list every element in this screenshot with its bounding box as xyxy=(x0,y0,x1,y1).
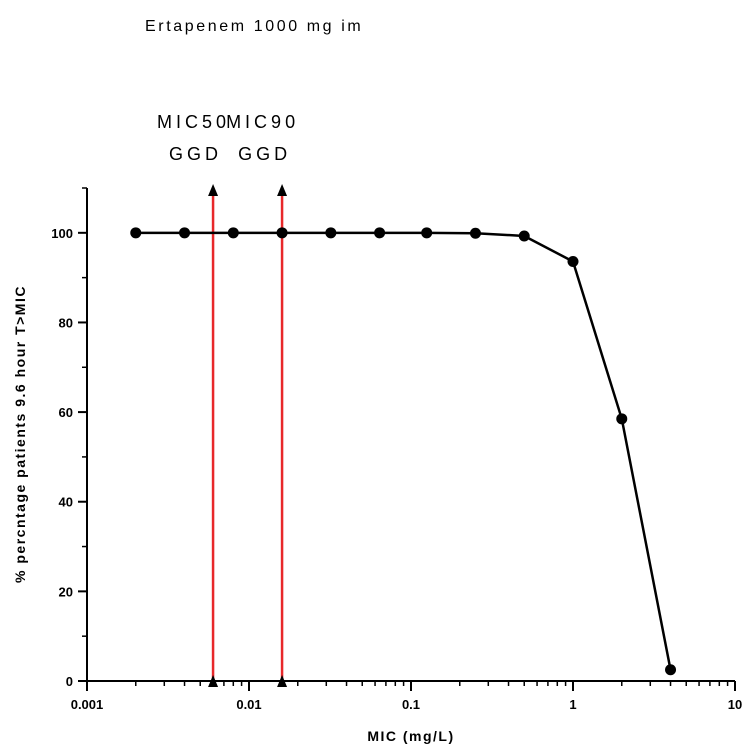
data-point xyxy=(374,227,386,239)
data-point xyxy=(665,664,677,676)
y-tick-label: 20 xyxy=(59,584,73,599)
data-point xyxy=(567,256,579,268)
x-tick-label: 0.001 xyxy=(71,697,104,712)
data-point xyxy=(227,227,239,239)
data-point xyxy=(130,227,142,239)
mic-marker-label-line2: GGD xyxy=(238,144,291,164)
y-tick-label: 60 xyxy=(59,405,73,420)
x-axis-label: MIC (mg/L) xyxy=(367,728,454,744)
y-tick-label: 0 xyxy=(66,674,73,689)
data-point xyxy=(179,227,191,239)
x-tick-label: 0.1 xyxy=(402,697,420,712)
y-ticks: 0 20 40 60 80 100 xyxy=(51,187,87,689)
x-tick-label: 10 xyxy=(728,697,742,712)
chart-title: Ertapenem 1000 mg im xyxy=(145,18,363,35)
y-tick-label: 80 xyxy=(59,315,73,330)
data-point xyxy=(421,227,433,239)
x-tick-label: 1 xyxy=(569,697,576,712)
series-line xyxy=(135,231,672,671)
x-tick-label: 0.01 xyxy=(236,697,261,712)
data-point xyxy=(518,230,530,242)
series xyxy=(130,227,677,676)
y-tick-label: 100 xyxy=(51,226,73,241)
y-tick-label: 40 xyxy=(59,495,73,510)
mic-marker-label-line2: GGD xyxy=(169,144,222,164)
mic-marker-label-line1: MIC90 xyxy=(226,112,299,132)
data-point xyxy=(469,227,481,239)
data-point xyxy=(276,227,288,239)
data-point xyxy=(325,227,337,239)
data-point xyxy=(616,413,628,425)
mic-marker-arrow-up xyxy=(208,184,219,196)
mic-marker-arrow-up xyxy=(277,184,288,196)
mic-marker-label-line1: MIC50 xyxy=(157,112,230,132)
axes xyxy=(86,188,735,682)
x-ticks: 0.001 0.01 0.1 1 10 xyxy=(71,681,742,712)
y-axis-label: % percntage patients 9.6 hour T>MIC xyxy=(12,285,28,583)
